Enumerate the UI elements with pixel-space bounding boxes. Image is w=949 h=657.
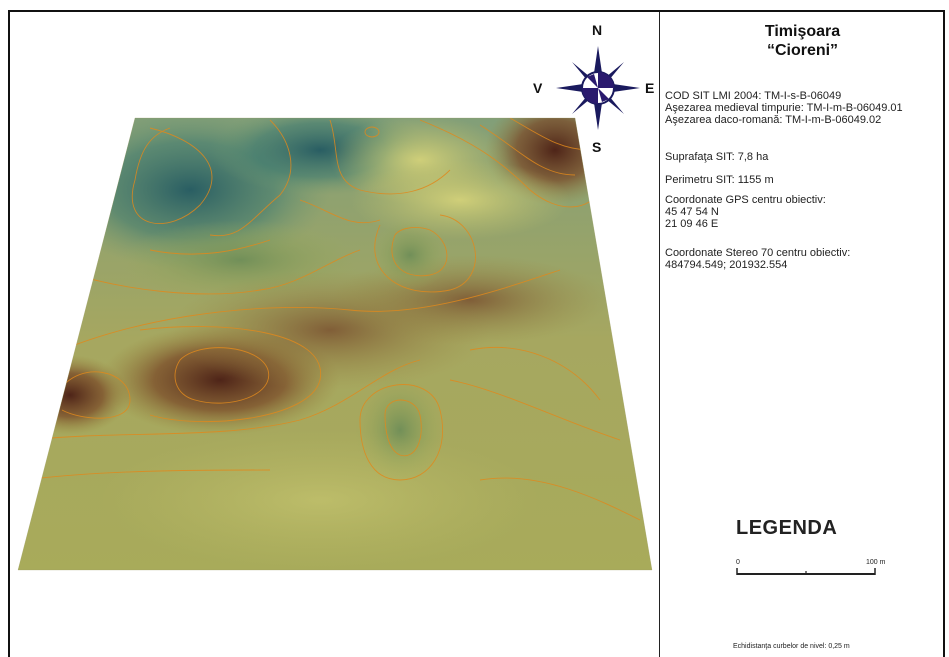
site-title: Timişoara xyxy=(764,23,841,40)
stereo-label: Coordonate Stereo 70 centru obiectiv: xyxy=(665,247,851,259)
asezare-medieval-text: Aşezarea medieval timpurie: TM-I-m-B-060… xyxy=(665,102,903,114)
compass-east-label: E xyxy=(645,80,655,96)
cod-sit-text: COD SIT LMI 2004: TM-I-s-B-06049 xyxy=(665,90,842,102)
compass-icon xyxy=(556,46,640,130)
panel-divider xyxy=(659,12,660,657)
scale-bar-graphic xyxy=(736,568,876,575)
contour-equidistance-note: Echidistanţa curbelor de nivel: 0,25 m xyxy=(733,643,850,650)
contour-lines xyxy=(24,118,641,521)
scale-start-label: 0 xyxy=(736,559,740,566)
asezare-daco-text: Aşezarea daco-romană: TM-I-m-B-06049.02 xyxy=(665,114,882,126)
perimetru-text: Perimetru SIT: 1155 m xyxy=(665,174,774,186)
scale-end-label: 100 m xyxy=(866,559,886,566)
map-frame xyxy=(8,10,945,657)
compass-west-label: V xyxy=(533,80,543,96)
terrain-surface xyxy=(18,118,652,570)
legend-title: LEGENDA xyxy=(736,517,838,539)
gps-lat: 45 47 54 N xyxy=(665,206,719,218)
stereo-value: 484794.549; 201932.554 xyxy=(665,259,788,271)
info-panel: Timişoara “Cioreni” COD SIT LMI 2004: TM… xyxy=(660,12,945,657)
compass-south-label: S xyxy=(592,139,602,155)
gps-lon: 21 09 46 E xyxy=(665,218,719,230)
site-subtitle: “Cioreni” xyxy=(766,42,839,59)
gps-label: Coordonate GPS centru obiectiv: xyxy=(665,194,826,206)
compass-rose: N S E V xyxy=(530,22,655,157)
compass-north-label: N xyxy=(592,22,603,38)
scale-bar: 0 100 m xyxy=(736,559,886,579)
suprafata-text: Suprafaţa SIT: 7,8 ha xyxy=(665,151,769,163)
